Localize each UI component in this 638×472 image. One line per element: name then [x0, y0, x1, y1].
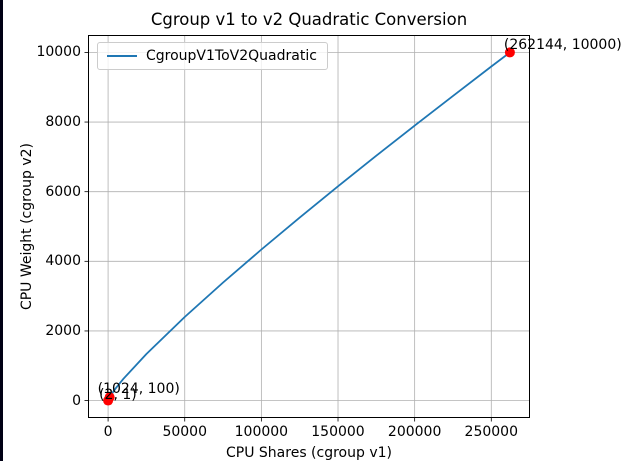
data-point [104, 392, 115, 403]
x-tick-label: 150000 [311, 424, 365, 440]
axes-frame [88, 35, 530, 418]
plot-area [84, 35, 530, 422]
y-tick-label: 6000 [45, 183, 81, 200]
point-annotation: (1024, 100) [97, 381, 180, 398]
x-tick-label: 0 [103, 424, 113, 440]
series-line [107, 51, 511, 401]
legend-label: CgroupV1ToV2Quadratic [146, 48, 317, 64]
point-annotation: (2, 1) [99, 386, 137, 403]
y-tick-label: 0 [72, 392, 81, 409]
x-tick-label: 100000 [234, 424, 289, 440]
y-tick-label: 10000 [36, 44, 81, 61]
chart-title: Cgroup v1 to v2 Quadratic Conversion [150, 10, 468, 29]
y-tick-label: 8000 [45, 114, 81, 131]
window-edge [0, 0, 3, 461]
y-tick-label: 2000 [45, 322, 81, 339]
x-tick-label: 200000 [387, 424, 442, 440]
x-tick-label: 250000 [464, 424, 518, 440]
data-point [504, 47, 515, 58]
x-tick-label: 50000 [162, 424, 207, 440]
legend-line-sample [107, 55, 137, 57]
x-axis-label: CPU Shares (cgroup v1) [226, 445, 392, 461]
point-annotation: (262144, 10000) [503, 37, 622, 54]
legend: CgroupV1ToV2Quadratic [97, 42, 328, 70]
y-axis-label: CPU Weight (cgroup v2) [19, 142, 35, 311]
y-tick-label: 4000 [45, 253, 81, 270]
